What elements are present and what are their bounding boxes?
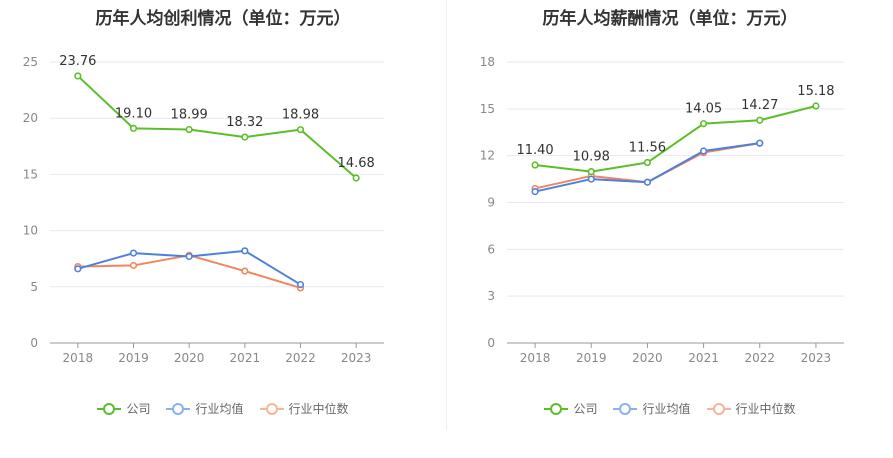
legend-item-company[interactable]: 公司 (544, 400, 597, 417)
x-tick-label: 2021 (230, 351, 261, 365)
x-tick-label: 2023 (341, 351, 372, 365)
chart-panel-salary: 历年人均薪酬情况（单位：万元） 0 3 6 9 12 15 18 2018 2019 2020 20… (447, 0, 893, 458)
data-point[interactable] (643, 158, 652, 167)
data-label: 19.10 (115, 106, 152, 121)
chart-panel-profit: 历年人均创利情况（单位：万元） 0 5 10 15 20 25 2018 2019 2020 20… (0, 0, 446, 458)
x-tick-label: 2018 (520, 351, 551, 365)
x-tick-label: 2019 (576, 351, 607, 365)
profit-line-chart: 0 5 10 15 20 25 2018 2019 2020 2021 2022 2023 23.76 1… (23, 54, 384, 365)
y-tick-label: 15 (480, 102, 495, 116)
legend-label: 行业中位数 (288, 402, 349, 416)
data-point[interactable] (699, 147, 708, 155)
y-tick-label: 0 (487, 336, 495, 350)
data-label: 10.98 (573, 150, 610, 165)
data-label: 14.05 (685, 102, 722, 117)
data-label: 14.68 (338, 156, 375, 171)
panel-divider (446, 0, 447, 430)
data-point[interactable] (643, 178, 652, 186)
legend-label: 行业中位数 (735, 402, 796, 416)
series-line (77, 75, 357, 179)
data-label: 18.99 (171, 108, 208, 123)
data-point[interactable] (812, 102, 820, 110)
series-line (534, 105, 817, 173)
legend-item-industry-mean[interactable]: 行业均值 (613, 400, 691, 417)
data-point[interactable] (352, 174, 360, 182)
y-tick-label: 9 (487, 196, 495, 210)
y-tick-label: 6 (487, 242, 495, 256)
legend-swatch-icon (259, 402, 284, 415)
legend-label: 公司 (573, 402, 598, 416)
x-tick-label: 2023 (801, 351, 832, 365)
x-tick-label: 2020 (174, 351, 205, 365)
legend-item-company[interactable]: 公司 (97, 400, 150, 417)
legend-label: 行业均值 (642, 402, 691, 416)
legend-swatch-icon (97, 402, 122, 415)
data-point[interactable] (296, 280, 305, 289)
y-tick-label: 12 (480, 149, 495, 163)
data-point[interactable] (241, 133, 249, 141)
legend: 公司 行业均值 行业中位数 (0, 400, 446, 417)
data-label: 15.18 (797, 84, 834, 99)
y-tick-label: 5 (30, 280, 38, 294)
data-point[interactable] (185, 252, 193, 261)
salary-line-chart: 0 3 6 9 12 15 18 2018 2019 2020 2021 2022 2023 11.40 1… (480, 55, 844, 365)
data-label: 18.98 (282, 108, 319, 123)
data-point[interactable] (756, 116, 764, 124)
data-point[interactable] (296, 126, 305, 134)
data-point[interactable] (129, 249, 138, 257)
y-tick-label: 18 (480, 55, 495, 69)
legend-swatch-icon (613, 402, 638, 415)
y-tick-label: 0 (30, 336, 38, 350)
data-label: 11.40 (516, 143, 553, 158)
chart-title: 历年人均薪酬情况（单位：万元） (542, 9, 798, 29)
legend: 公司 行业均值 行业中位数 (447, 400, 893, 417)
data-point[interactable] (699, 120, 708, 128)
x-tick-label: 2021 (688, 351, 719, 365)
y-tick-label: 20 (23, 111, 38, 125)
y-tick-label: 25 (23, 55, 38, 69)
data-label: 11.56 (629, 141, 666, 156)
data-label: 14.27 (741, 98, 778, 113)
data-point[interactable] (74, 72, 82, 80)
legend-item-industry-mean[interactable]: 行业均值 (166, 400, 244, 417)
y-tick-label: 15 (23, 167, 38, 181)
x-tick-label: 2019 (118, 351, 149, 365)
data-label: 23.76 (59, 54, 96, 69)
data-point[interactable] (756, 139, 764, 147)
legend-swatch-icon (166, 402, 191, 415)
data-point[interactable] (241, 247, 249, 255)
data-point[interactable] (185, 125, 193, 134)
x-tick-label: 2022 (285, 351, 316, 365)
data-point[interactable] (241, 267, 249, 275)
chart-title: 历年人均创利情况（单位：万元） (95, 9, 351, 29)
legend-item-industry-median[interactable]: 行业中位数 (259, 400, 349, 417)
data-label: 18.32 (226, 115, 263, 130)
data-point[interactable] (531, 187, 539, 196)
data-point[interactable] (587, 167, 595, 176)
legend-label: 行业均值 (195, 402, 244, 416)
data-point[interactable] (587, 175, 595, 183)
x-tick-label: 2018 (63, 351, 94, 365)
data-point[interactable] (129, 261, 138, 270)
data-point[interactable] (74, 265, 82, 273)
y-tick-label: 10 (23, 224, 38, 238)
y-tick-label: 3 (487, 289, 495, 303)
legend-swatch-icon (706, 402, 731, 415)
data-point[interactable] (531, 161, 539, 169)
legend-label: 公司 (126, 402, 151, 416)
legend-swatch-icon (544, 402, 569, 415)
legend-item-industry-median[interactable]: 行业中位数 (706, 400, 796, 417)
x-tick-label: 2020 (632, 351, 663, 365)
x-tick-label: 2022 (744, 351, 775, 365)
data-point[interactable] (129, 124, 138, 132)
